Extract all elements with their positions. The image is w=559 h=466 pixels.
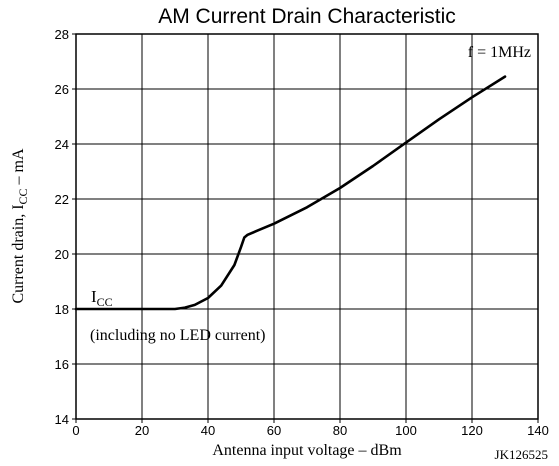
icc-series-line [74,75,507,311]
freq-annotation: f = 1MHz [468,44,531,61]
x-tick-label: 120 [461,423,483,438]
y-axis-label-sub: CC [16,188,30,204]
icc-label-sub: CC [97,295,113,309]
plot-frame [75,33,539,420]
x-tick-label: 100 [395,423,417,438]
y-tick-labels: 14 16 18 20 22 24 26 28 [55,27,69,427]
x-tick-label: 140 [527,423,549,438]
y-tick-label: 14 [55,412,69,427]
y-tick-label: 18 [55,302,69,317]
x-tick-label: 20 [135,423,149,438]
x-tick-labels: 0 20 40 60 80 100 120 140 [72,423,548,438]
y-axis-label: Current drain, ICC – mA [10,148,30,304]
icc-label: ICC [91,287,113,309]
x-tick-label: 0 [72,423,79,438]
y-axis-label-main: Current drain, I [10,204,27,303]
y-tick-label: 20 [55,247,69,262]
led-note: (including no LED current) [90,327,266,344]
y-tick-label: 16 [55,357,69,372]
icc-label-main: I [91,287,97,306]
grid-lines [72,33,539,423]
figure-code: JK126525 [495,447,548,462]
y-tick-label: 22 [55,192,69,207]
x-tick-label: 80 [333,423,347,438]
y-tick-label: 28 [55,27,69,42]
x-tick-label: 60 [267,423,281,438]
y-axis-label-tail: – mA [10,148,27,188]
x-axis-label: Antenna input voltage – dBm [212,442,402,459]
x-tick-label: 40 [201,423,215,438]
chart-title: AM Current Drain Characteristic [158,5,456,28]
y-tick-label: 24 [55,137,69,152]
y-tick-label: 26 [55,82,69,97]
